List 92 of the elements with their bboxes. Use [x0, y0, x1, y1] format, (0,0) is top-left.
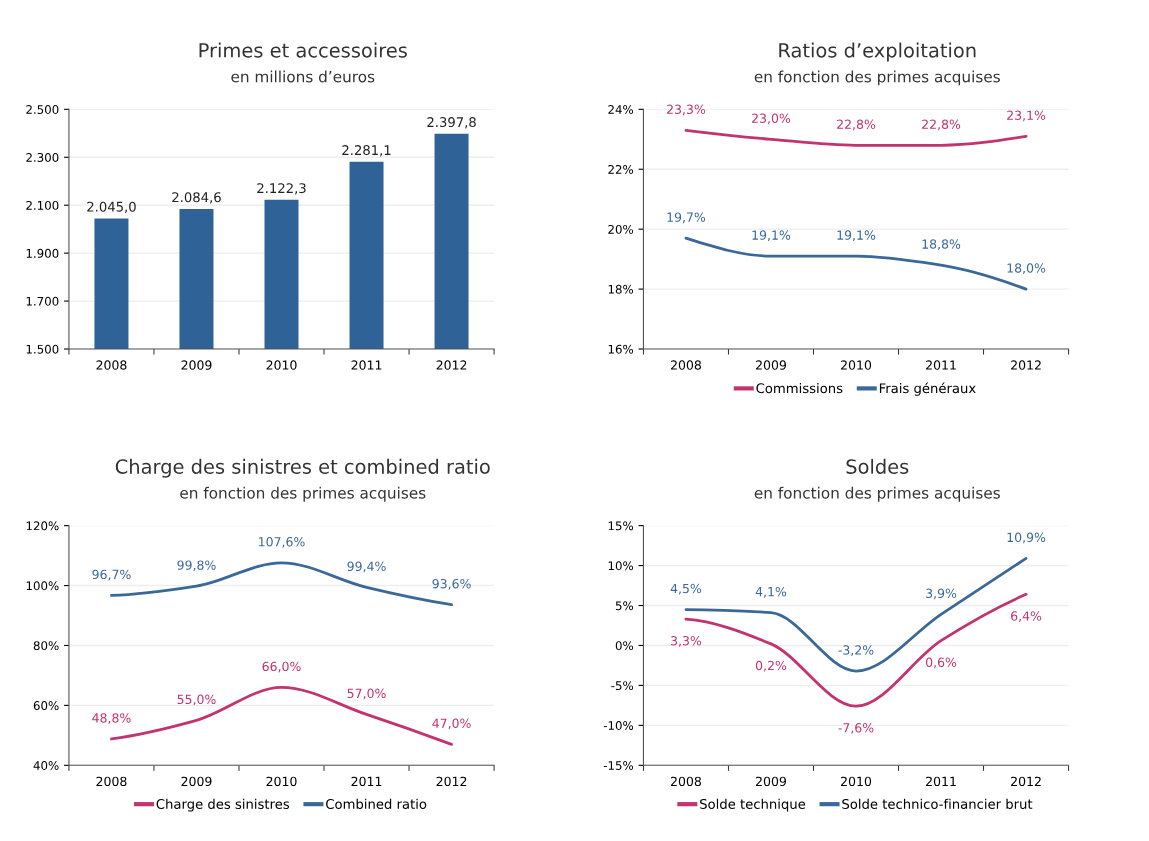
data-label: 93,6%: [432, 578, 471, 590]
x-tick-label: 2011: [926, 360, 956, 370]
chart-title: Ratios d’exploitation: [779, 42, 976, 62]
x-tick-label: 2011: [926, 776, 956, 787]
x-tick-label: 2009: [755, 360, 787, 370]
y-tick-label: 0%: [615, 641, 634, 651]
y-tick-label: 2.100: [26, 200, 59, 210]
data-label: 107,6%: [259, 537, 305, 548]
x-tick-label: 2009: [181, 776, 212, 787]
data-label: 0,2%: [755, 660, 787, 672]
data-label: 19,7%: [667, 212, 706, 224]
y-tick-label: -10%: [603, 721, 634, 731]
data-label: 18,8%: [922, 239, 961, 251]
x-tick-label: 2008: [96, 776, 127, 787]
data-label: 2.122,3: [257, 183, 306, 195]
x-tick-label: 2010: [841, 360, 872, 370]
data-label: 19,1%: [752, 230, 791, 242]
x-tick-label: 2012: [436, 776, 467, 787]
data-label: 48,8%: [92, 713, 131, 724]
y-tick-label: 80%: [33, 641, 59, 651]
data-label: 18,0%: [1007, 263, 1046, 275]
chart-subtitle: en millions d’euros: [231, 70, 375, 83]
chart-title: Soldes: [846, 458, 909, 474]
y-tick-label: 22%: [608, 164, 634, 174]
data-label: 10,9%: [1007, 532, 1046, 544]
data-label: 3,3%: [671, 635, 702, 647]
y-tick-label: 16%: [608, 344, 634, 354]
x-tick-label: 2011: [351, 776, 382, 787]
x-tick-label: 2009: [755, 776, 787, 787]
data-label: 0,6%: [925, 657, 957, 669]
data-label: 57,0%: [347, 688, 386, 700]
y-tick-label: 1.900: [26, 248, 59, 258]
y-tick-label: 15%: [608, 521, 634, 531]
data-label: 4,1%: [755, 586, 787, 598]
data-label: 6,4%: [1011, 611, 1042, 622]
y-tick-label: 1.500: [26, 344, 59, 354]
legend-label: Charge des sinistres: [156, 798, 290, 812]
y-tick-label: 10%: [608, 561, 634, 571]
x-tick-label: 2012: [1011, 360, 1041, 370]
legend-label: Frais généraux: [879, 382, 976, 396]
data-label: 23,3%: [667, 104, 706, 116]
chart-title: Primes et accessoires: [199, 42, 407, 58]
data-label: 4,5%: [670, 583, 702, 595]
data-label: 3,9%: [926, 588, 957, 600]
x-tick-label: 2011: [351, 360, 382, 370]
data-label: 99,8%: [177, 560, 216, 572]
x-tick-label: 2012: [1011, 776, 1041, 787]
x-tick-label: 2008: [670, 776, 701, 787]
y-tick-label: 100%: [26, 581, 59, 591]
data-label: 2.397,8: [427, 117, 476, 129]
y-tick-label: 40%: [33, 761, 59, 770]
y-tick-label: 5%: [615, 601, 634, 611]
chart-subtitle: en fonction des primes acquises: [180, 486, 426, 502]
data-label: 22,8%: [922, 119, 961, 131]
x-tick-label: 2008: [670, 360, 701, 370]
chart-title: Charge des sinistres et combined ratio: [115, 458, 490, 478]
chart-subtitle: en fonction des primes acquises: [754, 70, 1000, 86]
y-tick-label: 2.300: [26, 152, 59, 162]
data-label: 2.045,0: [87, 201, 136, 214]
y-tick-label: 18%: [608, 284, 634, 294]
y-tick-label: 20%: [608, 224, 634, 234]
legend-label: Solde technique: [700, 798, 806, 812]
legend-label: Commissions: [756, 382, 843, 394]
data-label: 2.281,1: [342, 145, 391, 157]
data-label: 19,1%: [837, 230, 876, 242]
data-label: 23,0%: [752, 113, 791, 125]
y-tick-label: 24%: [608, 105, 634, 114]
x-tick-label: 2009: [181, 360, 212, 370]
y-tick-label: -15%: [603, 761, 634, 770]
data-label: 2.084,6: [172, 192, 221, 204]
data-label: 55,0%: [177, 694, 216, 706]
data-label: 66,0%: [262, 661, 301, 673]
data-label: -3,2%: [838, 645, 874, 656]
y-tick-label: 2.500: [26, 105, 59, 114]
data-label: 47,0%: [432, 718, 471, 730]
y-tick-label: 120%: [26, 521, 59, 531]
data-label: -7,6%: [838, 723, 874, 734]
x-tick-label: 2012: [436, 360, 467, 370]
y-tick-label: -5%: [611, 681, 634, 691]
x-tick-label: 2010: [841, 776, 872, 787]
legend-label: Solde technico-financier brut: [842, 798, 1033, 809]
y-tick-label: 1.700: [26, 296, 59, 306]
x-tick-label: 2008: [96, 360, 127, 370]
data-label: 22,8%: [837, 119, 876, 131]
data-label: 96,7%: [92, 569, 131, 581]
chart-subtitle: en fonction des primes acquises: [754, 486, 1000, 502]
x-tick-label: 2010: [266, 776, 297, 787]
data-label: 23,1%: [1007, 110, 1046, 122]
x-tick-label: 2010: [266, 360, 297, 370]
y-tick-label: 60%: [33, 701, 59, 711]
legend-label: Combined ratio: [326, 798, 427, 809]
data-label: 99,4%: [347, 561, 386, 573]
